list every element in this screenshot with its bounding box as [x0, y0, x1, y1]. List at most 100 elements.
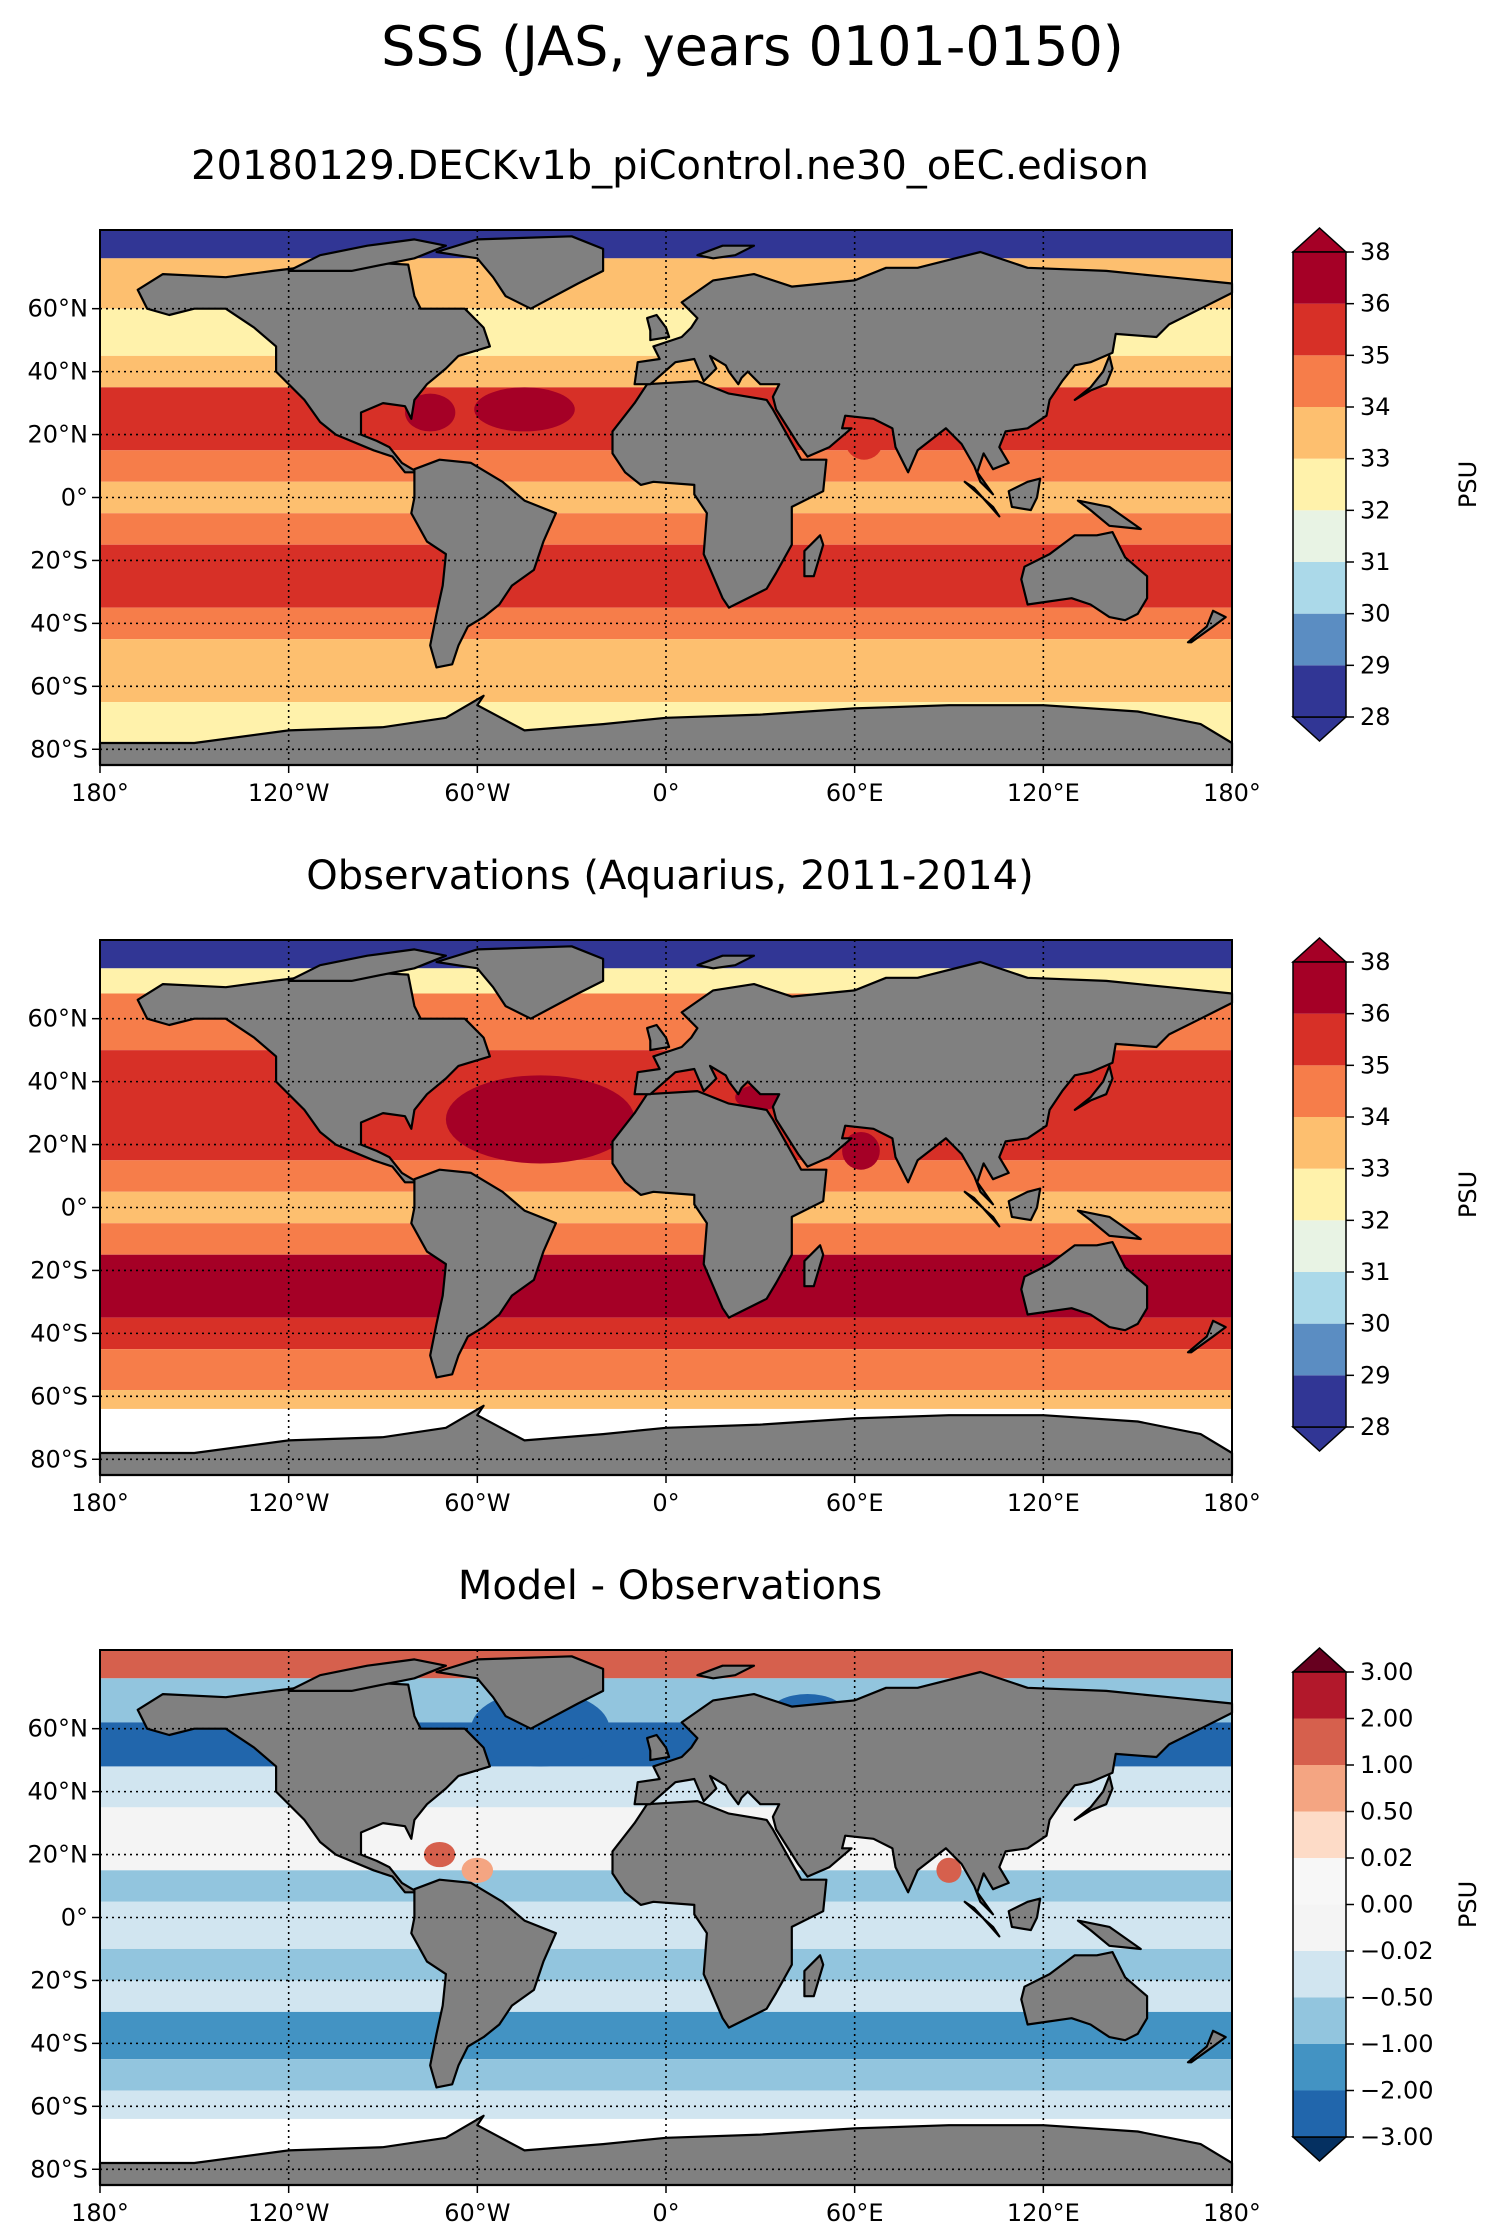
colorbar-tick-label: 2.00: [1360, 1705, 1413, 1733]
x-tick-label: 60°E: [826, 2199, 884, 2227]
y-tick-label: 80°S: [30, 2155, 88, 2183]
map-panel-model: 180° 120°W 60°W 0° 60°E 120°E 180° 60°N 40°N 20°N…: [28, 226, 1482, 807]
colorbar-tick-label: 32: [1360, 496, 1391, 524]
colorbar-tick-label: 38: [1360, 948, 1391, 976]
y-tick-label: 20°N: [28, 421, 89, 449]
y-tick-label: 20°N: [28, 1841, 89, 1869]
colorbar-label: PSU: [1454, 461, 1482, 508]
colorbar-segment: [1293, 613, 1346, 666]
salinity-band: [100, 230, 1232, 259]
y-tick-label: 20°S: [30, 1256, 88, 1284]
colorbar-segment: [1293, 252, 1346, 304]
colorbar-segment: [1293, 1065, 1346, 1117]
salinity-band: [100, 1650, 1232, 1679]
land-south-america: [410, 1878, 558, 2089]
x-tick-label: 60°W: [444, 1489, 510, 1517]
salinity-band: [100, 940, 1232, 969]
land-greenland: [435, 945, 605, 1020]
land-africa: [611, 380, 828, 609]
land-japan: [1073, 354, 1114, 401]
salinity-band: [100, 1223, 1232, 1255]
x-tick-label: 0°: [652, 1489, 679, 1517]
colorbar-segment: [1293, 1168, 1346, 1221]
colorbar-tick-label: −0.02: [1360, 1937, 1434, 1965]
colorbar-segment: [1293, 1323, 1346, 1376]
colorbar-tick-label: 29: [1360, 1361, 1391, 1389]
land-north-america: [136, 260, 491, 474]
salinity-band: [100, 639, 1232, 703]
land-eurasia: [633, 250, 1234, 496]
x-tick-label: 120°E: [1007, 2199, 1080, 2227]
salinity-anomaly: [405, 393, 456, 432]
land-greenland: [435, 1655, 605, 1730]
colorbar-tick-label: 38: [1360, 238, 1391, 266]
colorbar-segment: [1293, 1220, 1346, 1272]
land-arctic-islands: [287, 1658, 447, 1693]
x-tick-label: 0°: [652, 779, 679, 807]
y-tick-label: 20°S: [30, 1966, 88, 1994]
colorbar-extend-high: [1291, 226, 1348, 253]
salinity-anomaly: [423, 1841, 456, 1868]
land-new-zealand: [1186, 2029, 1227, 2064]
x-tick-label: 60°E: [826, 1489, 884, 1517]
colorbar-tick-label: 0.00: [1360, 1891, 1413, 1919]
colorbar-tick-label: 36: [1360, 290, 1391, 318]
colorbar-extend-high: [1291, 1646, 1348, 1673]
x-tick-label: 0°: [652, 2199, 679, 2227]
land-borneo-sumatra: [963, 480, 1001, 518]
x-tick-label: 180°: [71, 2199, 129, 2227]
x-tick-label: 60°W: [444, 779, 510, 807]
colorbar-segment: [1293, 355, 1346, 407]
panel-title-model: 20180129.DECKv1b_piControl.ne30_oEC.edis…: [191, 143, 1149, 189]
land-svalbard: [696, 954, 756, 970]
colorbar-segment: [1293, 1375, 1346, 1427]
land-africa: [611, 1090, 828, 1319]
colorbar-tick-label: 0.50: [1360, 1798, 1413, 1826]
colorbar-segment: [1293, 1718, 1346, 1765]
salinity-anomaly: [445, 1075, 635, 1164]
colorbar-tick-label: 33: [1360, 445, 1391, 473]
x-tick-label: 180°: [71, 1489, 129, 1517]
colorbar-segment: [1293, 2090, 1346, 2137]
colorbar-tick-label: 33: [1360, 1155, 1391, 1183]
colorbar-tick-label: 30: [1360, 1310, 1391, 1338]
land-madagascar: [803, 534, 825, 578]
land-uk: [645, 1023, 671, 1052]
x-tick-label: 120°W: [248, 1489, 330, 1517]
colorbar-segment: [1293, 1117, 1346, 1169]
colorbar-tick-label: −1.00: [1360, 2030, 1434, 2058]
y-tick-label: 0°: [61, 1194, 88, 1222]
colorbar-tick-label: −2.00: [1360, 2077, 1434, 2105]
y-tick-label: 40°N: [28, 358, 89, 386]
colorbar-label: PSU: [1454, 1171, 1482, 1218]
salinity-anomaly: [936, 1857, 962, 1883]
colorbar-segment: [1293, 407, 1346, 459]
y-tick-label: 60°S: [30, 1382, 88, 1410]
x-tick-label: 120°W: [248, 779, 330, 807]
land-new-zealand: [1186, 609, 1227, 644]
land-antarctica: [98, 694, 1234, 767]
y-tick-label: 0°: [61, 1904, 88, 1932]
colorbar-tick-label: 31: [1360, 1258, 1391, 1286]
land-south-america: [410, 1168, 558, 1379]
land-svalbard: [696, 1664, 756, 1680]
colorbar-tick-label: 32: [1360, 1206, 1391, 1234]
colorbar-segment: [1293, 1013, 1346, 1066]
figure-title: SSS (JAS, years 0101-0150): [381, 15, 1124, 78]
land-madagascar: [803, 1244, 825, 1288]
salinity-anomaly: [474, 387, 575, 432]
colorbar-tick-label: −0.50: [1360, 1984, 1434, 2012]
y-tick-label: 20°S: [30, 546, 88, 574]
colorbar-tick-label: 28: [1360, 1413, 1391, 1441]
y-tick-label: 60°N: [28, 1715, 89, 1743]
land-eurasia: [633, 960, 1234, 1206]
land-svalbard: [696, 244, 756, 260]
colorbar-extend-low: [1291, 716, 1348, 743]
colorbar-segment: [1293, 1765, 1346, 1812]
colorbar: 28 29 30 31 32 33 34 35 36 38 PSU: [1291, 226, 1482, 743]
colorbar-segment: [1293, 2044, 1346, 2091]
land-borneo-sumatra: [963, 1900, 1001, 1938]
colorbar-tick-label: 28: [1360, 703, 1391, 731]
colorbar: −3.00 −2.00 −1.00 −0.50 −0.02 0.00 0.02 0.50 1.0…: [1291, 1646, 1482, 2163]
colorbar-extend-low: [1291, 1426, 1348, 1453]
